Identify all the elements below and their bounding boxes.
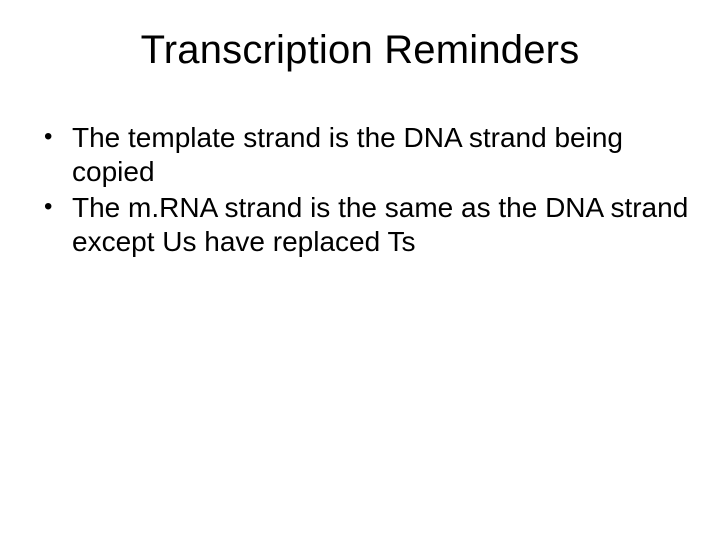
list-item: The template strand is the DNA strand be…: [42, 121, 690, 189]
bullet-list: The template strand is the DNA strand be…: [30, 121, 690, 260]
slide-title: Transcription Reminders: [30, 28, 690, 73]
slide: Transcription Reminders The template str…: [0, 0, 720, 540]
list-item: The m.RNA strand is the same as the DNA …: [42, 191, 690, 259]
